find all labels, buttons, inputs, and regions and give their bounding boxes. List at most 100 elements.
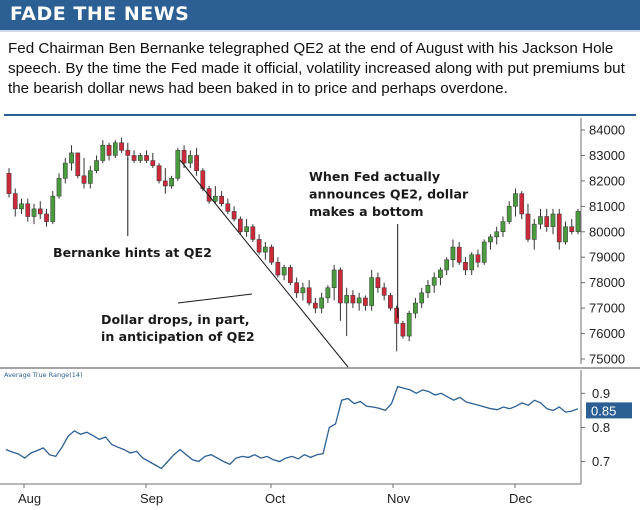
candle-body	[331, 269, 337, 289]
candle	[556, 208, 562, 250]
candle-body	[19, 203, 24, 210]
candle	[431, 272, 437, 293]
candle	[250, 224, 256, 242]
candle	[325, 285, 331, 304]
candle	[375, 272, 381, 293]
candle	[338, 267, 343, 321]
candle	[456, 241, 462, 265]
candle-body	[375, 277, 381, 289]
price-tick-label: 76000	[589, 326, 625, 341]
candle	[394, 305, 400, 352]
candle-body	[94, 160, 99, 171]
candle	[313, 297, 318, 314]
annotation-trend-line	[179, 159, 349, 368]
candle	[369, 269, 375, 311]
candle-body	[62, 162, 68, 179]
candle-body	[575, 211, 581, 233]
candle	[131, 150, 137, 164]
annotation-pointer-line	[177, 293, 253, 304]
candle	[94, 155, 99, 174]
price-tick-label: 82000	[589, 173, 625, 188]
candle	[50, 191, 56, 225]
candle-body	[369, 277, 375, 306]
candle	[294, 277, 299, 298]
x-tick-label: Nov	[387, 491, 411, 506]
candle	[44, 208, 49, 227]
price-tick-label: 81000	[589, 199, 625, 214]
candle-body	[444, 259, 450, 271]
candle	[137, 152, 143, 164]
candle	[263, 241, 268, 260]
candle-body	[175, 150, 181, 179]
candle	[269, 244, 274, 265]
candle-body	[538, 216, 543, 225]
candle-body	[481, 241, 487, 263]
candle	[69, 145, 74, 171]
candle-body	[456, 246, 462, 263]
candle-body	[438, 269, 443, 278]
candle	[12, 188, 18, 217]
candle-body	[181, 150, 187, 164]
candle	[319, 292, 324, 314]
candle	[244, 219, 249, 237]
candle	[100, 140, 106, 164]
price-tick-label: 75000	[589, 352, 625, 367]
candle-body	[162, 180, 168, 187]
candle	[563, 221, 568, 245]
candle-body	[319, 297, 324, 309]
candle	[306, 280, 312, 306]
price-tick-label: 79000	[589, 250, 625, 265]
candle-body	[194, 155, 199, 171]
candle-body	[6, 173, 12, 194]
candle-body	[87, 170, 93, 184]
candle-body	[475, 254, 481, 263]
candle-body	[288, 267, 293, 283]
candle-body	[556, 213, 562, 243]
candle-body	[544, 216, 550, 227]
candle-body	[137, 155, 143, 161]
candle	[231, 206, 237, 222]
atr-current-value-badge: 0.85	[586, 402, 632, 419]
candle-body	[394, 307, 400, 324]
candle-body	[37, 208, 43, 215]
header-bar: FADE THE NEWS	[0, 0, 640, 30]
candle	[31, 203, 37, 225]
x-tick-label: Dec	[509, 491, 533, 506]
candle	[494, 226, 500, 245]
candle	[488, 234, 493, 250]
candle	[112, 140, 118, 158]
candle-body	[425, 284, 431, 294]
candle-body	[256, 239, 262, 253]
candle-body	[56, 178, 62, 197]
candle-body	[12, 193, 18, 210]
candle	[475, 249, 481, 268]
candle	[62, 157, 68, 184]
atr-panel-title: Average True Range(14)	[4, 371, 83, 379]
candle	[275, 257, 281, 278]
candle-body	[206, 188, 212, 202]
candle-body	[106, 145, 112, 156]
annotation-bernanke-hints: Bernanke hints at QE2	[53, 158, 212, 260]
candle	[19, 198, 24, 214]
candle	[6, 168, 12, 198]
candle-body	[406, 312, 412, 337]
candle	[25, 198, 31, 222]
candle	[219, 191, 224, 207]
candle-body	[313, 302, 318, 309]
candle-body	[225, 203, 231, 212]
candle-body	[50, 195, 56, 222]
candle	[363, 295, 368, 311]
candle-body	[144, 155, 149, 161]
candle	[438, 267, 443, 286]
candlestick-series	[6, 137, 581, 352]
candle	[81, 157, 87, 189]
candle-body	[563, 226, 568, 243]
candle-body	[294, 282, 299, 294]
candle	[463, 257, 468, 276]
candle-body	[463, 262, 468, 271]
atr-tick-label: 0.8	[592, 420, 610, 435]
candle-body	[31, 208, 37, 217]
candle-body	[338, 269, 343, 304]
price-axis: 84000 83000 82000 81000 80000 79000 78000 77000…	[581, 123, 625, 367]
